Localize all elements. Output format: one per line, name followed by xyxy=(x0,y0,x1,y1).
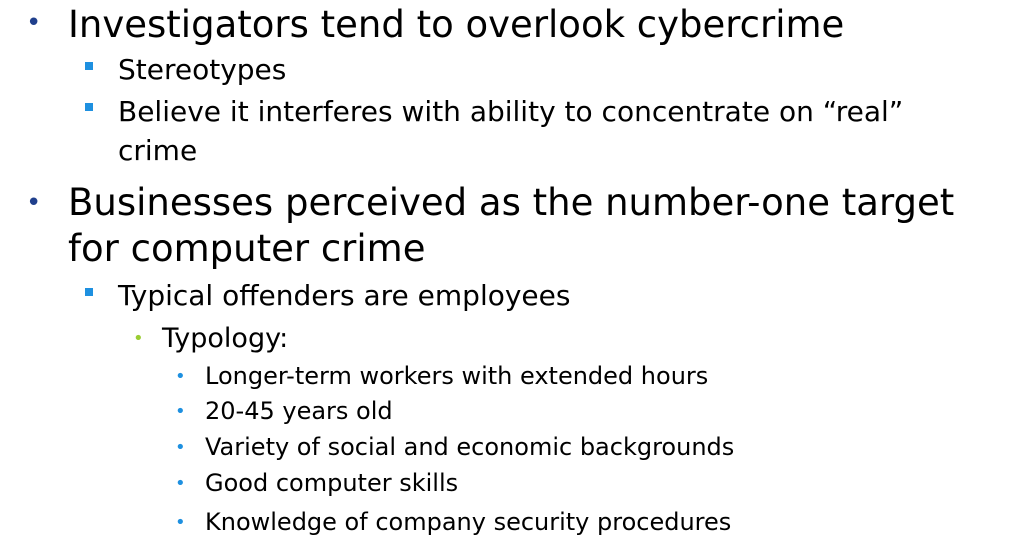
level2-square-bullet-icon xyxy=(85,62,93,70)
sub-bullet-believe-line2: crime xyxy=(118,134,198,167)
level2-square-bullet-icon xyxy=(85,288,93,296)
detail-age-range: 20-45 years old xyxy=(205,397,393,425)
detail-security-procedures: Knowledge of company security procedures xyxy=(205,508,732,536)
bullet-investigators: Investigators tend to overlook cybercrim… xyxy=(68,3,845,46)
detail-variety-backgrounds: Variety of social and economic backgroun… xyxy=(205,433,735,461)
level4-bullet-icon: • xyxy=(175,401,186,422)
detail-longer-term-workers: Longer-term workers with extended hours xyxy=(205,362,709,390)
detail-computer-skills: Good computer skills xyxy=(205,469,459,497)
sub-bullet-believe-line1: Believe it interferes with ability to co… xyxy=(118,95,904,128)
bullet-businesses-line2: for computer crime xyxy=(68,227,426,270)
bullet-businesses-line1: Businesses perceived as the number-one t… xyxy=(68,181,955,224)
level4-bullet-icon: • xyxy=(175,366,186,387)
level2-square-bullet-icon xyxy=(85,103,93,111)
sub-bullet-typology: Typology: xyxy=(162,323,289,354)
level3-bullet-icon: • xyxy=(133,328,144,349)
level4-bullet-icon: • xyxy=(175,473,186,494)
level4-bullet-icon: • xyxy=(175,437,186,458)
sub-bullet-stereotypes: Stereotypes xyxy=(118,53,287,86)
level4-bullet-icon: • xyxy=(175,512,186,533)
level1-bullet-icon: • xyxy=(26,188,42,218)
level1-bullet-icon: • xyxy=(26,8,42,38)
sub-bullet-typical-offenders: Typical offenders are employees xyxy=(118,279,571,312)
